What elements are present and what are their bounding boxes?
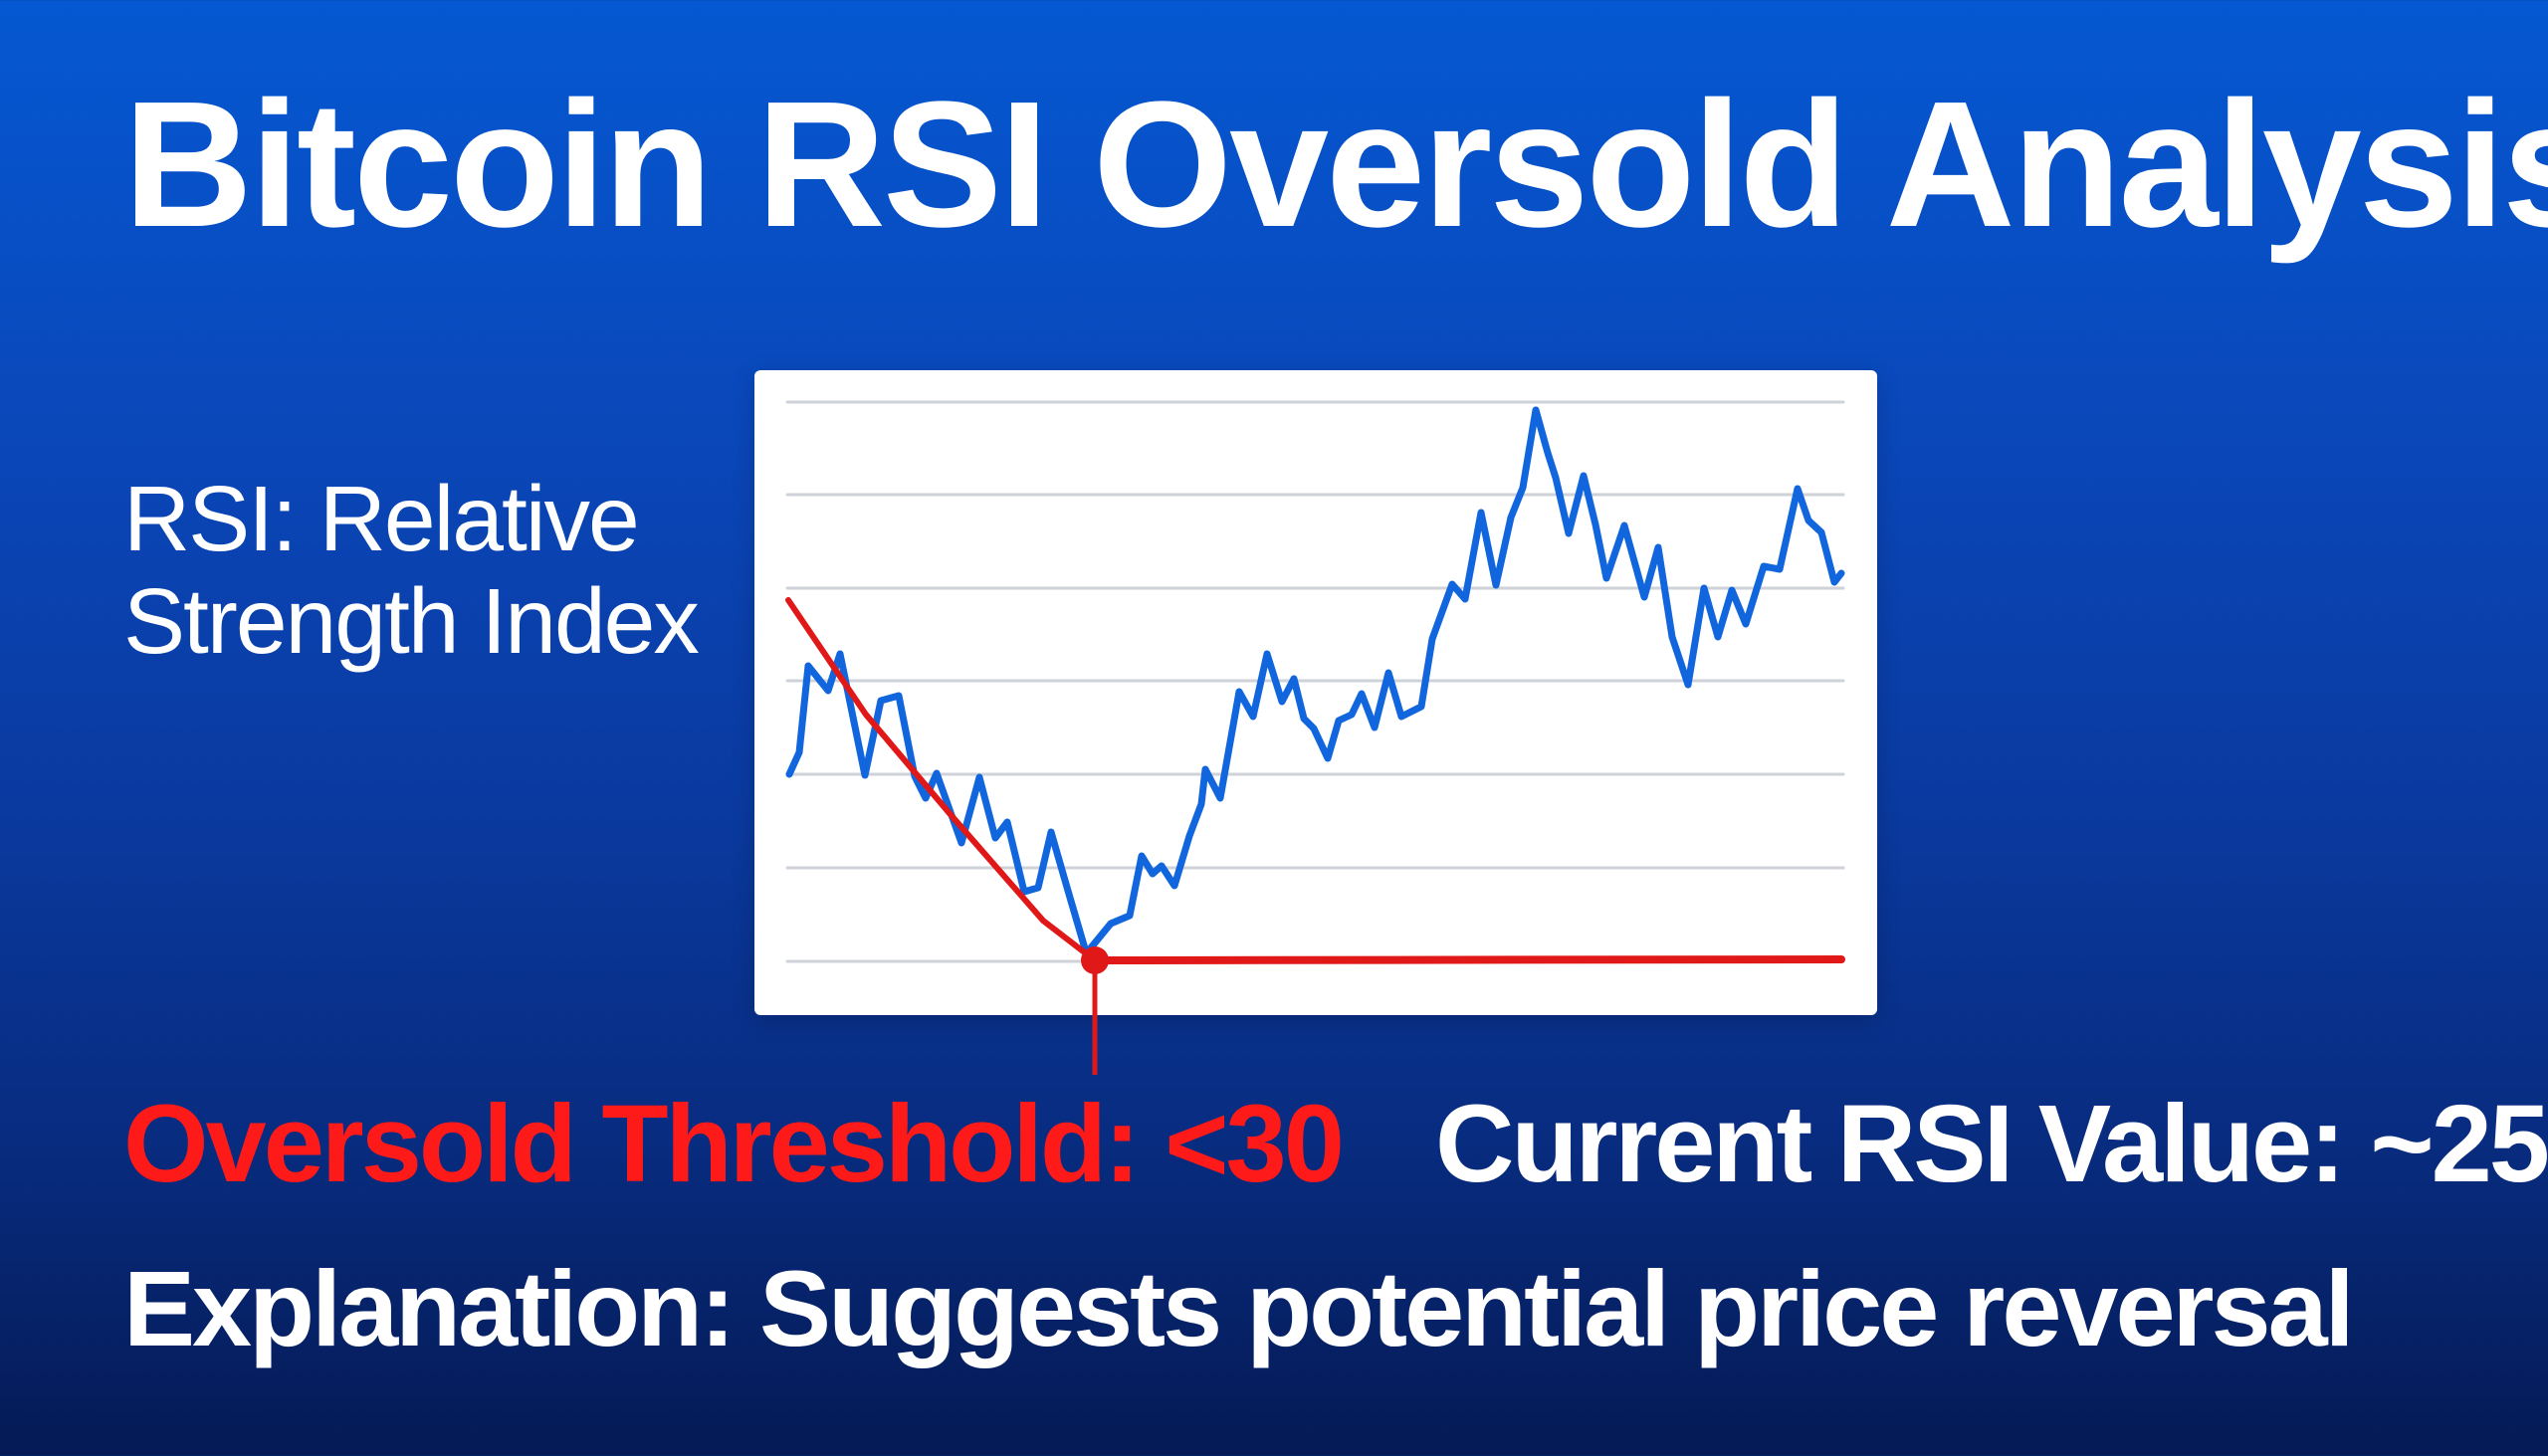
series-lines (785, 406, 1845, 964)
current-rsi-marker (1081, 946, 1109, 1075)
gridlines (785, 400, 1845, 963)
explanation-text: Explanation: Suggests potential price re… (123, 1248, 2355, 1368)
rsi-line (785, 406, 1845, 955)
rsi-definition: RSI: Relative Strength Index (123, 467, 700, 673)
threshold-line (1091, 955, 1845, 964)
marker-dot (1081, 946, 1109, 974)
rsi-definition-line2: Strength Index (123, 569, 700, 673)
rsi-definition-line1: RSI: Relative (123, 467, 640, 570)
rsi-chart-panel (754, 370, 1877, 1075)
oversold-threshold-label: Oversold Threshold: <30 (123, 1083, 1345, 1205)
rsi-line-chart (785, 400, 1845, 1075)
slide-title: Bitcoin RSI Oversold Analysis (123, 65, 2548, 265)
oversold-trend-line (785, 597, 1098, 963)
current-rsi-value-label: Current RSI Value: ~25 (1435, 1083, 2548, 1205)
